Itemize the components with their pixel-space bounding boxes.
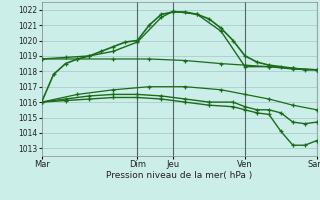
- X-axis label: Pression niveau de la mer( hPa ): Pression niveau de la mer( hPa ): [106, 171, 252, 180]
